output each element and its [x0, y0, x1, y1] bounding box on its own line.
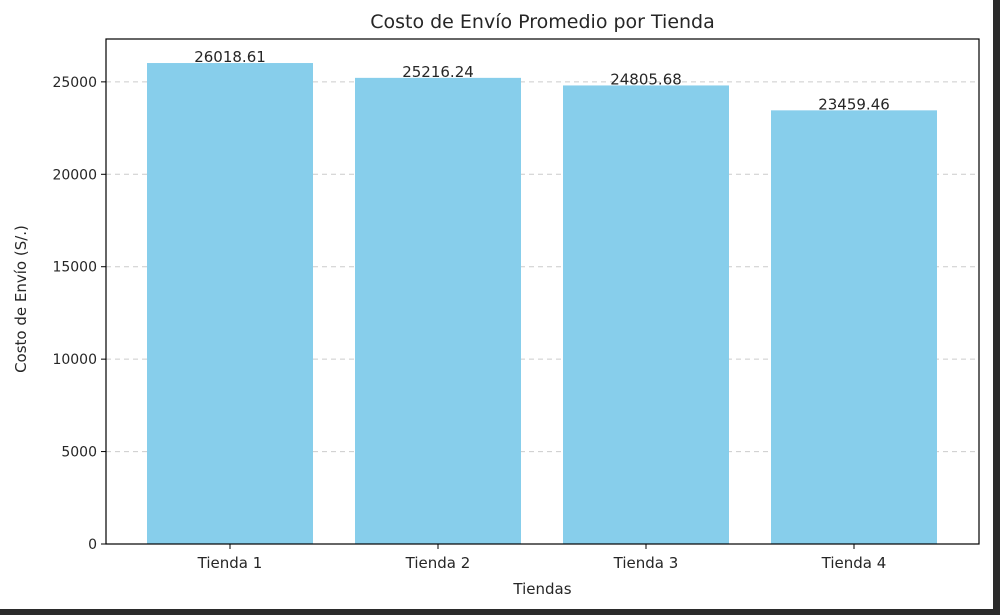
y-tick-label: 15000: [52, 260, 97, 276]
x-tick-label: Tienda 2: [405, 554, 471, 572]
chart-title: Costo de Envío Promedio por Tienda: [370, 11, 715, 33]
x-tick-label: Tienda 1: [197, 554, 263, 572]
x-axis-label: Tiendas: [512, 580, 571, 598]
y-tick-label: 25000: [52, 75, 97, 91]
plot-frame: [105, 38, 980, 545]
bar-2: [355, 77, 521, 544]
data-label: 23459.46: [818, 95, 890, 113]
y-tick-label: 0: [88, 537, 97, 553]
y-axis: 0 5000 10000 15000 20000 25000: [52, 75, 106, 553]
data-label: 25216.24: [402, 63, 474, 81]
data-labels: 26018.61 25216.24 24805.68 23459.46: [194, 48, 890, 113]
y-tick-label: 5000: [61, 445, 97, 461]
x-axis: Tienda 1 Tienda 2 Tienda 3 Tienda 4: [197, 544, 887, 572]
bar-1: [147, 63, 313, 545]
y-axis-label: Costo de Envío (S/.): [12, 225, 30, 373]
data-label: 24805.68: [610, 70, 682, 88]
y-tick-label: 20000: [52, 167, 97, 183]
y-tick-label: 10000: [52, 352, 97, 368]
bar-4: [771, 110, 937, 544]
bar-3: [563, 85, 729, 545]
x-tick-label: Tienda 4: [821, 554, 887, 572]
data-label: 26018.61: [194, 48, 266, 66]
bars: [147, 63, 937, 545]
x-tick-label: Tienda 3: [613, 554, 679, 572]
